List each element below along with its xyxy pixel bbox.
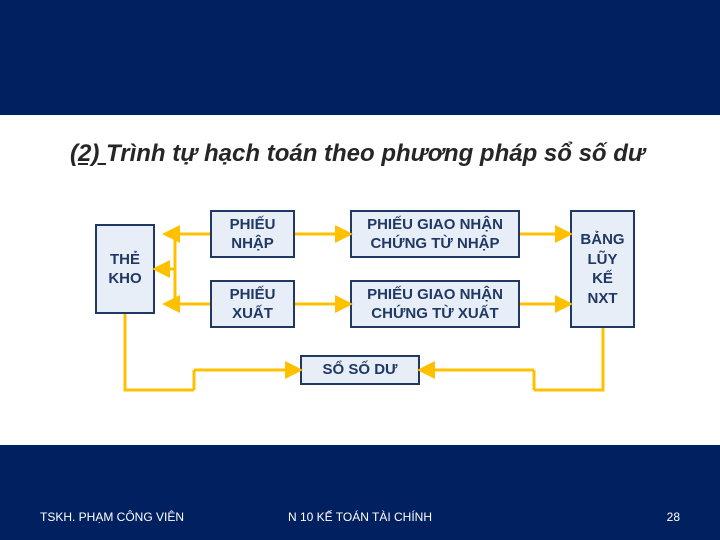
slide-root: (2) Trình tự hạch toán theo phương pháp … [0,0,720,540]
box-bang-luy-ke-nxt: BẢNGLŨYKẾNXT [570,210,635,328]
footer-course: N 10 KẾ TOÁN TÀI CHÍNH [0,510,720,524]
box-so-so-du: SỔ SỐ DƯ [300,355,420,385]
box-phieu-giao-nhan-nhap: PHIẾU GIAO NHẬNCHỨNG TỪ NHẬP [350,210,520,258]
box-the-kho: THẺKHO [95,224,155,314]
footer-page-number: 28 [667,510,680,524]
box-phieu-nhap: PHIẾUNHẬP [210,210,295,258]
slide-title: (2) Trình tự hạch toán theo phương pháp … [70,140,645,168]
box-phieu-xuat: PHIẾUXUẤT [210,280,295,328]
box-phieu-giao-nhan-xuat: PHIẾU GIAO NHẬNCHỨNG TỪ XUẤT [350,280,520,328]
